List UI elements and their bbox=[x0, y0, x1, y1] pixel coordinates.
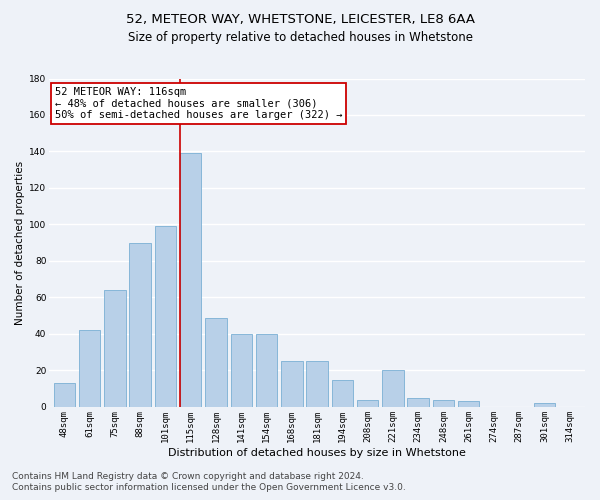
Bar bbox=[180, 154, 202, 407]
Text: Size of property relative to detached houses in Whetstone: Size of property relative to detached ho… bbox=[128, 31, 473, 44]
Bar bbox=[458, 402, 479, 407]
Bar bbox=[79, 330, 100, 407]
Bar bbox=[205, 318, 227, 407]
Bar bbox=[155, 226, 176, 407]
Y-axis label: Number of detached properties: Number of detached properties bbox=[15, 160, 25, 325]
Bar bbox=[332, 380, 353, 407]
Bar bbox=[407, 398, 429, 407]
Bar bbox=[53, 383, 75, 407]
Bar bbox=[382, 370, 404, 407]
Bar bbox=[130, 242, 151, 407]
Text: Contains public sector information licensed under the Open Government Licence v3: Contains public sector information licen… bbox=[12, 484, 406, 492]
Text: 52, METEOR WAY, WHETSTONE, LEICESTER, LE8 6AA: 52, METEOR WAY, WHETSTONE, LEICESTER, LE… bbox=[125, 12, 475, 26]
Bar bbox=[104, 290, 125, 407]
Bar bbox=[230, 334, 252, 407]
X-axis label: Distribution of detached houses by size in Whetstone: Distribution of detached houses by size … bbox=[168, 448, 466, 458]
Bar bbox=[534, 404, 556, 407]
Bar bbox=[307, 362, 328, 407]
Text: 52 METEOR WAY: 116sqm
← 48% of detached houses are smaller (306)
50% of semi-det: 52 METEOR WAY: 116sqm ← 48% of detached … bbox=[55, 86, 342, 120]
Bar bbox=[281, 362, 302, 407]
Bar bbox=[256, 334, 277, 407]
Bar bbox=[433, 400, 454, 407]
Text: Contains HM Land Registry data © Crown copyright and database right 2024.: Contains HM Land Registry data © Crown c… bbox=[12, 472, 364, 481]
Bar bbox=[357, 400, 379, 407]
